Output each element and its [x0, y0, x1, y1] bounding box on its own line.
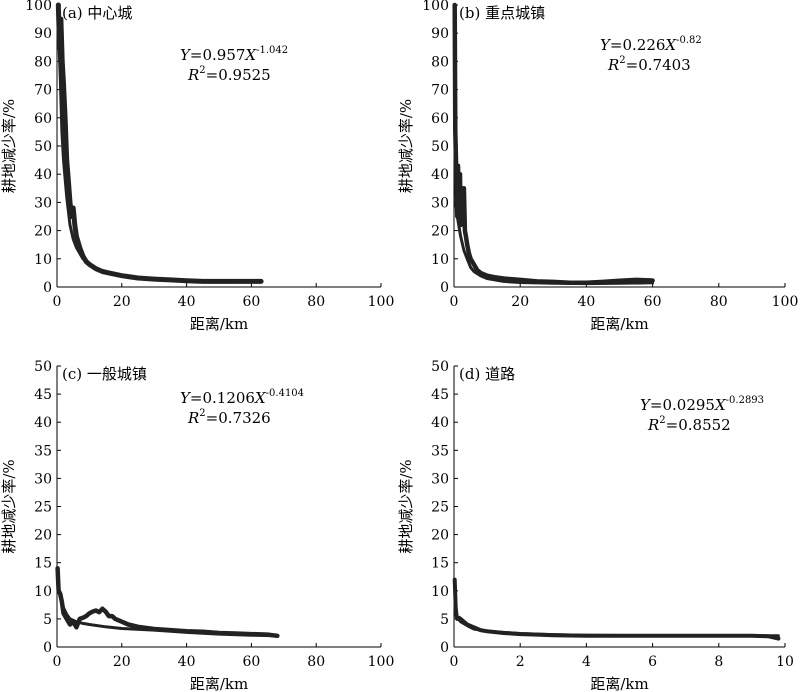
y-tick-label: 20 — [34, 224, 52, 240]
y-tick-label: 10 — [431, 584, 449, 600]
x-tick-label: 40 — [577, 294, 595, 310]
panel-title: (d) 道路 — [459, 365, 515, 383]
x-axis-label: 距离/km — [190, 675, 248, 692]
x-tick-label: 40 — [178, 654, 196, 670]
y-tick-label: 90 — [34, 26, 52, 42]
y-tick-label: 10 — [34, 252, 52, 268]
r-squared-label: R2=0.8552 — [647, 415, 731, 434]
y-tick-label: 5 — [440, 612, 449, 628]
equation-label: Y=0.957X-1.042 — [180, 45, 288, 64]
equation-label: Y=0.226X-0.82 — [600, 35, 702, 54]
y-axis-label: 耕地减少率/% — [0, 459, 18, 553]
chart-panel-a: 0 10 20 30 40 50 60 70 80 90 100 0 20 40 60 80 100 (a) 中心… — [0, 0, 394, 333]
r-squared-label: R2=0.7326 — [187, 408, 271, 427]
equation-label: Y=0.1206X-0.4104 — [180, 388, 304, 407]
panel-title: (a) 中心城 — [62, 4, 132, 22]
x-axis-label: 距离/km — [590, 675, 648, 692]
x-tick-label: 10 — [776, 654, 794, 670]
y-tick-label: 35 — [34, 443, 52, 459]
x-tick-label: 20 — [113, 294, 131, 310]
x-tick-label: 60 — [644, 294, 662, 310]
y-tick-label: 10 — [34, 584, 52, 600]
y-tick-label: 80 — [34, 54, 52, 70]
y-axis-label: 耕地减少率/% — [0, 99, 18, 193]
y-tick-label: 40 — [431, 415, 449, 431]
y-tick-label: 0 — [440, 280, 449, 296]
series-line-2 — [57, 31, 263, 284]
y-tick-label: 25 — [431, 500, 449, 516]
x-tick-label: 0 — [53, 654, 62, 670]
y-tick-label: 0 — [43, 640, 52, 656]
y-tick-label: 35 — [431, 443, 449, 459]
y-tick-label: 60 — [431, 111, 449, 127]
x-tick-label: 0 — [450, 294, 459, 310]
x-tick-label: 8 — [714, 654, 723, 670]
x-tick-label: 20 — [113, 654, 131, 670]
x-tick-label: 60 — [242, 294, 260, 310]
x-tick-label: 80 — [710, 294, 728, 310]
x-tick-label: 0 — [53, 294, 62, 310]
y-tick-label: 50 — [34, 359, 52, 375]
y-tick-label: 0 — [43, 280, 52, 296]
panel-title: (b) 重点城镇 — [459, 4, 545, 22]
y-tick-label: 40 — [431, 167, 449, 183]
series-line-1 — [452, 577, 781, 641]
y-tick-label: 80 — [431, 54, 449, 70]
x-tick-label: 60 — [242, 654, 260, 670]
series-line-2 — [57, 589, 279, 638]
r-squared-label: R2=0.7403 — [607, 55, 691, 74]
y-tick-label: 45 — [431, 387, 449, 403]
y-tick-label: 30 — [431, 471, 449, 487]
y-tick-label: 20 — [34, 528, 52, 544]
y-tick-label: 15 — [431, 556, 449, 572]
y-tick-label: 30 — [431, 195, 449, 211]
y-axis-label: 耕地减少率/% — [397, 99, 415, 193]
y-tick-label: 100 — [25, 0, 52, 14]
y-tick-label: 70 — [34, 83, 52, 99]
x-tick-label: 6 — [648, 654, 657, 670]
x-tick-label: 4 — [582, 654, 591, 670]
y-tick-label: 40 — [34, 415, 52, 431]
x-tick-label: 0 — [450, 654, 459, 670]
chart-panel-c: 0 5 10 15 20 25 30 35 40 45 50 0 20 40 60 80 100 (c) 一般城镇… — [0, 359, 394, 692]
x-axis-label: 距离/km — [590, 315, 648, 333]
y-tick-label: 45 — [34, 387, 52, 403]
x-tick-label: 2 — [516, 654, 525, 670]
y-tick-label: 50 — [431, 139, 449, 155]
y-tick-label: 40 — [34, 167, 52, 183]
x-tick-label: 100 — [368, 294, 395, 310]
y-tick-label: 50 — [431, 359, 449, 375]
y-tick-label: 10 — [431, 252, 449, 268]
x-tick-label: 100 — [368, 654, 395, 670]
y-tick-label: 25 — [34, 500, 52, 516]
y-axis-label: 耕地减少率/% — [397, 459, 415, 553]
x-tick-label: 80 — [307, 294, 325, 310]
y-tick-label: 20 — [431, 224, 449, 240]
y-tick-label: 100 — [422, 0, 449, 14]
chart-panel-b: 0 10 20 30 40 50 60 70 80 90 100 0 20 40 60 80 100 (b) 重点… — [397, 0, 798, 333]
y-tick-label: 20 — [431, 528, 449, 544]
y-tick-label: 70 — [431, 83, 449, 99]
x-tick-label: 40 — [178, 294, 196, 310]
y-tick-label: 30 — [34, 471, 52, 487]
y-tick-label: 90 — [431, 26, 449, 42]
x-tick-label: 80 — [307, 654, 325, 670]
panel-title: (c) 一般城镇 — [62, 365, 147, 383]
y-tick-label: 5 — [43, 612, 52, 628]
y-tick-label: 50 — [34, 139, 52, 155]
y-tick-label: 15 — [34, 556, 52, 572]
x-axis-label: 距离/km — [190, 315, 248, 333]
r-squared-label: R2=0.9525 — [187, 65, 271, 84]
x-tick-label: 20 — [511, 294, 529, 310]
series-line-2 — [454, 200, 655, 286]
y-tick-label: 30 — [34, 195, 52, 211]
x-tick-label: 100 — [772, 294, 799, 310]
series-line-2 — [454, 611, 780, 638]
y-tick-label: 0 — [440, 640, 449, 656]
equation-label: Y=0.0295X-0.2893 — [640, 395, 764, 414]
y-tick-label: 60 — [34, 111, 52, 127]
